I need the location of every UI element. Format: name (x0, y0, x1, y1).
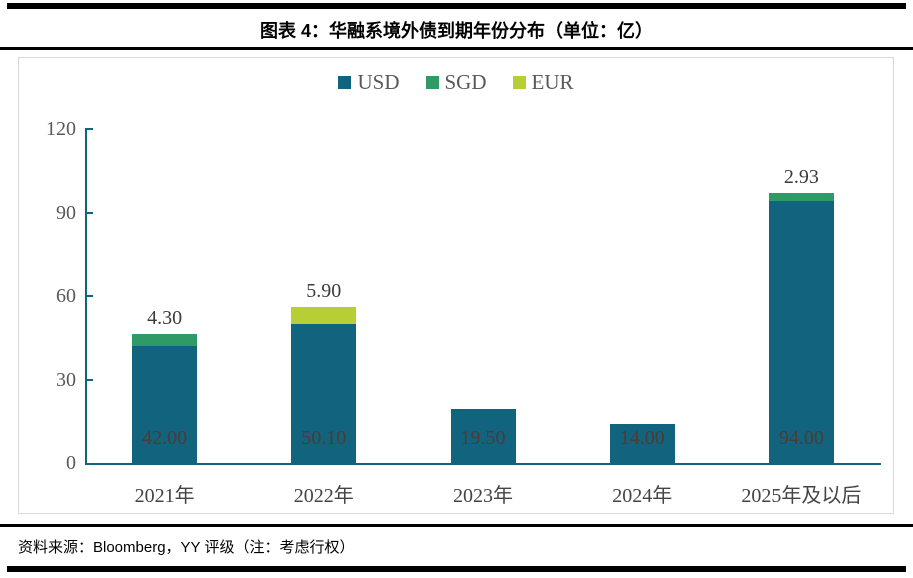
x-axis-label-4: 2024年 (612, 485, 673, 507)
legend-swatch-sgd (425, 75, 439, 89)
x-axis-label-2: 2022年 (293, 485, 354, 507)
title-divider (0, 47, 913, 50)
x-axis-label-1: 2021年 (134, 485, 195, 507)
y-axis-label-60: 60 (56, 285, 76, 307)
y-axis-label-30: 30 (56, 368, 76, 391)
y-axis-tick-60 (85, 295, 93, 297)
bar-inside-label-2: 50.10 (301, 427, 347, 449)
bar-segment-usd-5 (768, 201, 834, 463)
bar-inside-label-1: 42.00 (142, 427, 188, 449)
legend-label-sgd: SGD (444, 69, 487, 94)
legend-item-eur: EUR (512, 69, 574, 94)
source-note: 资料来源：Bloomberg，YY 评级（注：考虑行权） (18, 539, 355, 556)
x-axis-label-3: 2023年 (453, 485, 513, 507)
legend-item-sgd: SGD (425, 69, 487, 94)
bar-inside-label-3: 19.50 (460, 427, 506, 449)
bar-segment-sgd-1 (132, 334, 198, 347)
y-axis-tick-90 (85, 211, 93, 214)
top-rule (7, 3, 906, 9)
bar-segment-usd-3 (450, 408, 516, 463)
bar-segment-usd-4 (609, 424, 675, 463)
legend-item-usd: USD (338, 69, 400, 94)
y-axis-label-90: 90 (56, 201, 76, 224)
bar-top-label-1: 4.30 (147, 307, 183, 330)
bar-segment-usd-1 (132, 346, 198, 463)
y-axis-line (85, 129, 87, 465)
legend-swatch-usd (338, 75, 352, 89)
bar-top-label-2: 5.90 (306, 280, 342, 303)
bar-inside-label-5: 94.00 (778, 427, 824, 449)
bar-top-label-5: 2.93 (783, 166, 819, 189)
y-axis-tick-120 (85, 128, 93, 130)
x-axis-line (85, 463, 881, 465)
legend-label-eur: EUR (531, 69, 574, 94)
plot-area: 0 30 60 90 120 42.00 4.30 2021年 50.10 5.90 2022年 19… (19, 58, 893, 513)
legend-label-usd: USD (357, 69, 400, 94)
y-axis-label-120: 120 (46, 118, 76, 140)
y-axis-label-0: 0 (66, 452, 76, 474)
bar-segment-eur-2 (291, 307, 357, 324)
chart-panel: USD SGD EUR 0 30 60 90 120 42.00 4.30 2021年 50.10 5… (18, 57, 894, 514)
bar-segment-sgd-5 (768, 193, 834, 202)
legend-swatch-eur (512, 75, 526, 89)
bar-inside-label-4: 14.00 (619, 427, 665, 449)
x-axis-label-5: 2025年及以后 (741, 485, 862, 507)
footer-divider (0, 524, 913, 527)
bottom-rule (7, 566, 906, 572)
chart-legend: USD SGD EUR (19, 68, 893, 96)
y-axis-tick-30 (85, 378, 93, 381)
bar-segment-usd-2 (291, 323, 357, 463)
chart-title: 图表 4：华融系境外债到期年份分布（单位：亿） (259, 21, 653, 41)
